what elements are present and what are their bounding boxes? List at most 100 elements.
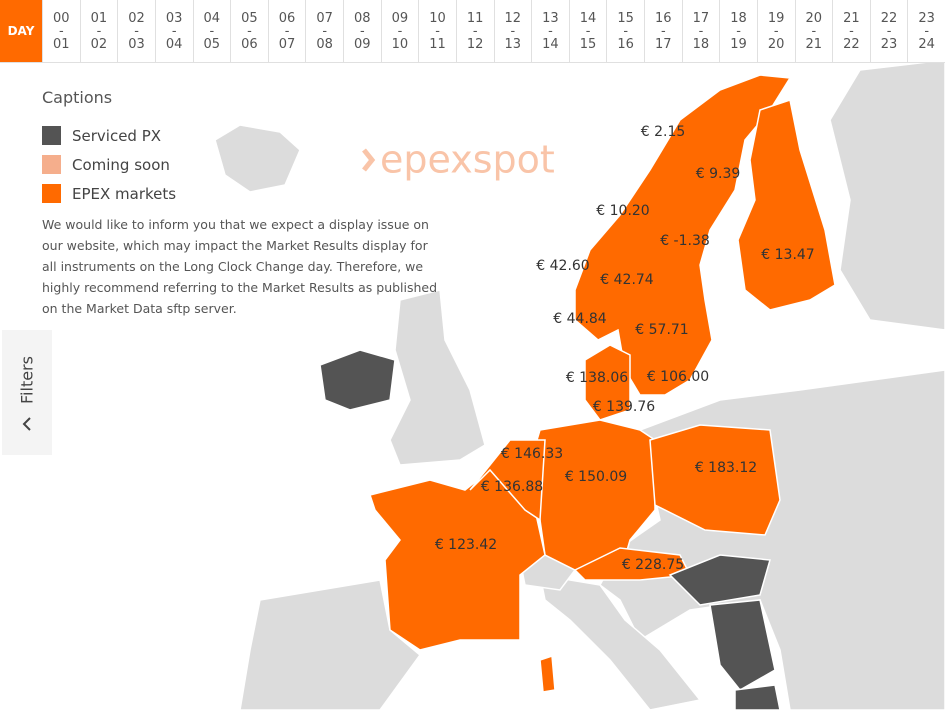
hour-tab[interactable]: 14-15	[568, 0, 607, 62]
price-label: € 44.84	[553, 311, 607, 327]
hour-from: 11	[466, 10, 484, 26]
hour-separator: -	[886, 23, 892, 39]
hour-tab[interactable]: 09-10	[380, 0, 419, 62]
hour-tab[interactable]: 22-23	[869, 0, 908, 62]
day-tab[interactable]: DAY	[0, 0, 42, 62]
hour-separator: -	[247, 23, 252, 39]
hour-separator: -	[773, 23, 779, 39]
filters-tab[interactable]: Filters	[2, 330, 52, 455]
price-label: € 136.88	[481, 479, 543, 495]
price-label: € 183.12	[695, 460, 757, 476]
logo: epexspot	[380, 138, 555, 182]
price-label: € 10.20	[596, 203, 649, 219]
hour-from: 16	[655, 10, 672, 26]
hour-separator: -	[510, 23, 516, 39]
hour-from: 17	[692, 10, 710, 26]
hour-to: 11	[429, 36, 446, 52]
hour-to: 04	[165, 36, 183, 52]
hour-tab[interactable]: 06-07	[267, 0, 306, 62]
hour-separator: -	[134, 23, 139, 39]
price-label: € 123.42	[435, 537, 497, 553]
hour-separator: -	[435, 23, 440, 39]
hour-to: 08	[316, 36, 333, 52]
hour-tab[interactable]: 17-18	[681, 0, 720, 62]
chevron	[22, 417, 31, 431]
captions-panel: Captions Serviced PX Coming soon EPEX mark…	[42, 88, 442, 319]
hour-from: 22	[880, 10, 898, 26]
hour-tab[interactable]: 13-14	[531, 0, 569, 62]
hour-to: 14	[542, 36, 559, 52]
hour-separator: -	[209, 23, 215, 39]
hour-separator: -	[284, 23, 290, 39]
captions-title: Captions	[42, 88, 113, 107]
hour-tab[interactable]: 05-06	[230, 0, 268, 62]
hour-tab[interactable]: 08-09	[343, 0, 381, 62]
hour-tab[interactable]: 19-20	[756, 0, 795, 62]
hour-from: 20	[805, 10, 823, 26]
hour-tab[interactable]: 03-04	[154, 0, 193, 62]
hour-tab[interactable]: 07-08	[305, 0, 343, 62]
hour-tab[interactable]: 20-21	[794, 0, 833, 62]
price-label: € 13.47	[761, 247, 814, 263]
hour-to: 07	[278, 36, 296, 52]
hour-to: 23	[880, 36, 898, 52]
hour-from: 19	[767, 10, 785, 26]
hour-to: 16	[617, 36, 634, 52]
hour-from: 12	[504, 10, 522, 26]
hour-to: 24	[918, 36, 935, 52]
serviced-px	[319, 349, 781, 710]
hour-to: 10	[391, 36, 409, 52]
hour-separator: -	[397, 23, 403, 39]
price-label: € 139.76	[593, 399, 655, 415]
hour-separator: -	[548, 23, 553, 39]
price-labels: € 2.15 € 9.39 € 10.20 € -1.38 € 13.47 € 42.60…	[435, 124, 815, 573]
legend-item: Serviced PX	[42, 121, 442, 150]
hour-to: 03	[128, 36, 145, 52]
hour-separator: -	[585, 23, 591, 39]
hour-tab[interactable]: 16-17	[644, 0, 682, 62]
hour-tab[interactable]: 15-16	[606, 0, 644, 62]
legend-label: EPEX markets	[72, 184, 177, 203]
hour-tab[interactable]: 11-12	[455, 0, 494, 62]
hour-tab[interactable]: 01-02	[79, 0, 118, 62]
hour-to: 05	[203, 36, 221, 52]
price-label: € 42.74	[600, 272, 654, 288]
hour-from: 02	[128, 10, 145, 26]
hour-from: 09	[391, 10, 409, 26]
legend-swatch	[42, 126, 61, 145]
hour-tab[interactable]: 12-13	[493, 0, 532, 62]
legend-item: EPEX markets	[42, 179, 442, 208]
hour-separator: -	[660, 23, 666, 39]
hour-separator: -	[924, 23, 930, 39]
hour-from: 00	[53, 10, 70, 26]
notice: We would like to inform you that we expe…	[42, 217, 438, 316]
hour-from: 07	[316, 10, 333, 26]
hour-tab[interactable]: 04-05	[192, 0, 231, 62]
hour-tab[interactable]: 18-19	[719, 0, 757, 62]
hour-to: 19	[730, 36, 747, 52]
hour-to: 09	[354, 36, 371, 52]
hour-from: 05	[241, 10, 258, 26]
hour-from: 01	[90, 10, 108, 26]
price-label: € 228.75	[622, 557, 684, 573]
hour-from: 04	[203, 10, 221, 26]
hour-tab[interactable]: 23-24	[907, 0, 945, 62]
epex-markets	[369, 74, 836, 693]
price-label: € 106.00	[647, 369, 709, 385]
hour-to: 21	[805, 36, 823, 52]
hour-tab[interactable]: 10-11	[418, 0, 456, 62]
legend: Serviced PX Coming soon EPEX markets	[42, 121, 442, 208]
hour-separator: -	[359, 23, 365, 39]
hour-tab[interactable]: 21-22	[832, 0, 870, 62]
price-label: € -1.38	[660, 233, 710, 249]
price-label: € 9.39	[696, 166, 741, 182]
hour-to: 12	[466, 36, 484, 52]
hour-tab[interactable]: 02-03	[117, 0, 155, 62]
hour-tab[interactable]: 00-01	[42, 0, 80, 62]
price-label: € 42.60	[536, 258, 589, 274]
hour-to: 02	[90, 36, 108, 52]
legend-swatch	[42, 155, 61, 174]
hour-separator: -	[849, 23, 854, 39]
